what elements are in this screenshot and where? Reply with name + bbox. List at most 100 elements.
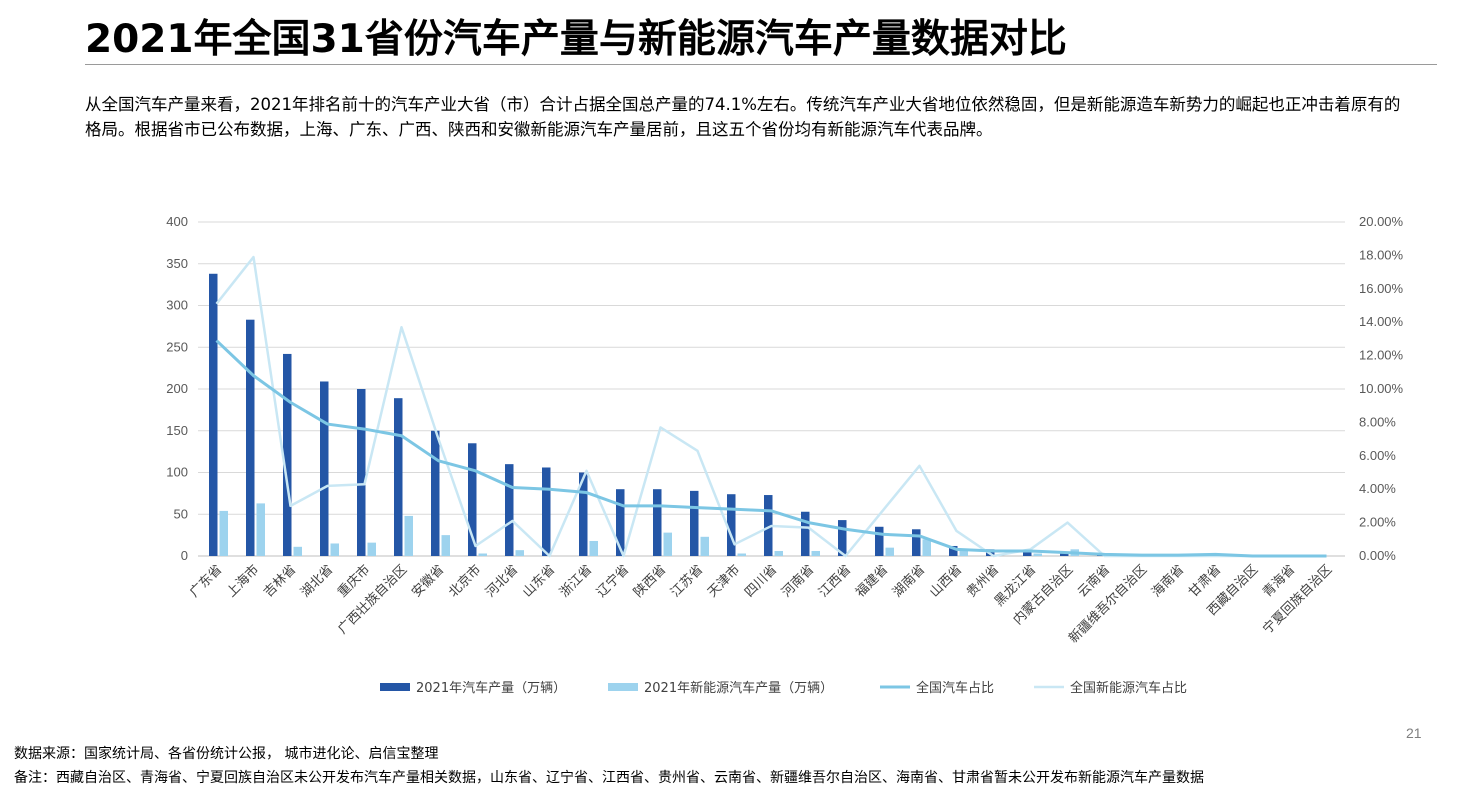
- right-tick-label: 14.00%: [1359, 314, 1404, 329]
- nev-production-bar: [811, 550, 820, 556]
- title-divider: [85, 64, 1437, 65]
- nev-production-bar: [922, 539, 931, 556]
- bars: [209, 273, 1217, 556]
- right-tick-label: 10.00%: [1359, 381, 1404, 396]
- right-tick-label: 6.00%: [1359, 448, 1396, 463]
- category-label: 安徽省: [409, 562, 447, 600]
- nev-production-bar: [959, 550, 968, 556]
- auto-production-bar: [320, 381, 329, 556]
- nev-production-bar: [589, 540, 598, 556]
- auto-production-bar: [801, 511, 810, 556]
- page-title: 2021年全国31省份汽车产量与新能源汽车产量数据对比: [85, 17, 1067, 62]
- gridlines: [198, 221, 1345, 557]
- legend-auto-bar-label: 2021年汽车产量（万辆）: [416, 680, 566, 696]
- description-text: 从全国汽车产量来看，2021年排名前十的汽车产业大省（市）合计占据全国总产量的7…: [85, 95, 1401, 139]
- auto-production-bar: [838, 520, 847, 556]
- left-tick-label: 350: [166, 256, 188, 271]
- nev-production-bar: [219, 510, 228, 556]
- category-labels: 广东省上海市吉林省湖北省重庆市广西壮族自治区安徽省北京市河北省山东省浙江省辽宁省…: [187, 562, 1335, 647]
- legend-auto-line-label: 全国汽车占比: [916, 680, 994, 696]
- category-label: 湖南省: [889, 562, 928, 601]
- nev-production-bar: [256, 503, 265, 556]
- nev-production-bar: [404, 515, 413, 556]
- category-label: 湖北省: [298, 562, 336, 600]
- category-label: 辽宁省: [593, 562, 632, 601]
- category-label: 福建省: [853, 562, 891, 600]
- right-tick-label: 18.00%: [1359, 247, 1404, 262]
- source-text: 数据来源：国家统计局、各省份统计公报， 城市进化论、启信宝整理: [14, 746, 439, 762]
- auto-production-bar: [1023, 550, 1032, 556]
- left-axis-ticks: 0 50 100 150 200 250 300 350 400: [166, 214, 188, 563]
- right-tick-label: 8.00%: [1359, 414, 1396, 429]
- auto-production-bar: [283, 353, 292, 556]
- left-tick-label: 150: [166, 423, 188, 438]
- left-tick-label: 250: [166, 339, 188, 354]
- right-axis-ticks: 0.00% 2.00% 4.00% 6.00% 8.00% 10.00% 12.00% 14.…: [1359, 214, 1404, 563]
- nev-production-bar: [293, 546, 302, 556]
- auto-production-bar: [246, 319, 255, 556]
- category-label: 河南省: [778, 562, 817, 601]
- nev-production-bar: [367, 542, 376, 556]
- auto-production-bar: [875, 526, 884, 556]
- auto-production-bar: [394, 398, 403, 556]
- category-label: 吉林省: [261, 562, 299, 600]
- left-tick-label: 400: [166, 214, 188, 229]
- nev-production-bar: [663, 532, 672, 556]
- legend-auto-bar-swatch: [380, 683, 410, 691]
- category-label: 山东省: [520, 562, 558, 600]
- auto-production-bar: [949, 545, 958, 556]
- auto-production-bar: [653, 489, 662, 556]
- nev-production-bar: [441, 535, 450, 556]
- right-tick-label: 16.00%: [1359, 281, 1404, 296]
- legend-nev-bar-swatch: [608, 683, 638, 691]
- category-label: 河北省: [483, 562, 521, 600]
- auto-production-bar: [542, 467, 551, 556]
- category-label: 四川省: [742, 562, 780, 600]
- auto-production-bar: [468, 443, 477, 556]
- left-tick-label: 300: [166, 298, 188, 313]
- nev-production-bar: [737, 553, 746, 556]
- auto-production-bar: [764, 495, 773, 556]
- note-text: 备注：西藏自治区、青海省、宁夏回族自治区未公开发布汽车产量相关数据，山东省、辽宁…: [14, 770, 1204, 786]
- category-label: 广东省: [187, 562, 225, 600]
- category-label: 天津市: [704, 562, 743, 601]
- auto-production-bar: [616, 489, 625, 556]
- left-tick-label: 50: [174, 506, 188, 521]
- page-number: 21: [1406, 725, 1422, 741]
- nev-production-bar: [478, 553, 487, 556]
- auto-production-bar: [431, 430, 440, 556]
- legend: 2021年汽车产量（万辆） 2021年新能源汽车产量（万辆） 全国汽车占比 全国新能源…: [380, 680, 1187, 696]
- right-tick-label: 2.00%: [1359, 515, 1396, 530]
- category-label: 海南省: [1148, 562, 1187, 601]
- category-label: 陕西省: [631, 562, 669, 600]
- nev-production-bar: [330, 543, 339, 556]
- category-label: 北京市: [445, 562, 484, 601]
- right-tick-label: 4.00%: [1359, 481, 1396, 496]
- category-label: 浙江省: [557, 562, 595, 600]
- right-tick-label: 20.00%: [1359, 214, 1404, 229]
- auto-production-bar: [209, 273, 218, 556]
- category-label: 上海市: [223, 562, 262, 601]
- left-tick-label: 100: [166, 465, 188, 480]
- auto-production-bar: [727, 494, 736, 556]
- nev-production-bar: [885, 547, 894, 556]
- nev-production-bar: [700, 536, 709, 556]
- right-tick-label: 12.00%: [1359, 348, 1404, 363]
- lines: [215, 255, 1327, 558]
- auto-production-bar: [690, 490, 699, 556]
- auto-production-bar: [912, 529, 921, 556]
- category-label: 江苏省: [667, 562, 706, 601]
- auto-production-bar: [357, 389, 366, 556]
- auto-production-bar: [505, 464, 514, 556]
- right-tick-label: 0.00%: [1359, 548, 1396, 563]
- category-label: 山西省: [927, 562, 965, 600]
- category-label: 江西省: [816, 562, 854, 600]
- auto-production-bar: [579, 472, 588, 556]
- legend-nev-line-label: 全国新能源汽车占比: [1070, 680, 1187, 696]
- left-tick-label: 0: [181, 548, 188, 563]
- left-tick-label: 200: [166, 381, 188, 396]
- nev-production-bar: [515, 550, 524, 556]
- auto-share-line: [215, 339, 1327, 558]
- nev-production-bar: [1033, 553, 1042, 556]
